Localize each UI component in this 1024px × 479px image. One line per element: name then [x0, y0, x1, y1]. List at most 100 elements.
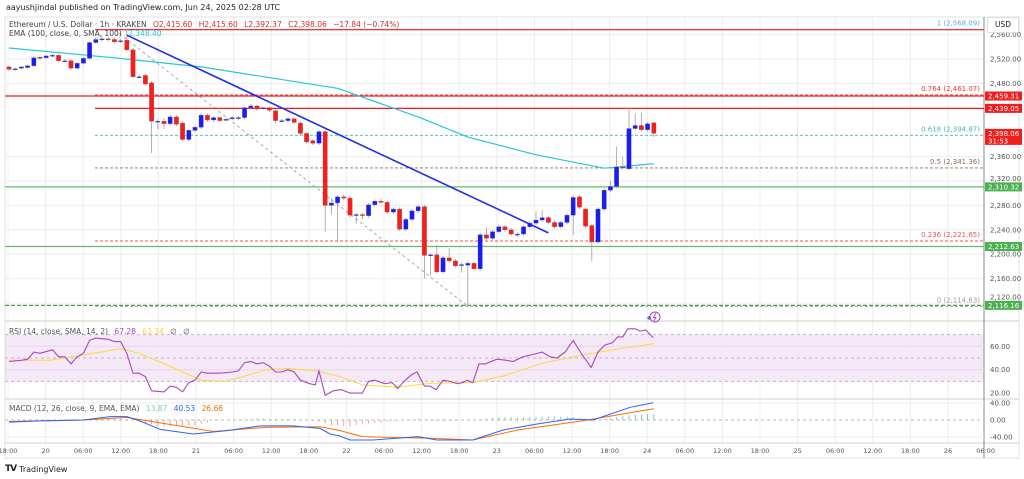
- candle[interactable]: [174, 116, 179, 125]
- candle[interactable]: [105, 38, 111, 41]
- candle[interactable]: [484, 234, 489, 239]
- bearish-trendline[interactable]: [126, 34, 549, 234]
- candle[interactable]: [341, 196, 347, 199]
- candle[interactable]: [118, 40, 123, 42]
- candle[interactable]: [112, 39, 117, 43]
- candle[interactable]: [87, 42, 92, 59]
- rsi-legend[interactable]: RSI (14, close, SMA, 14, 2) 67.28 62.34 …: [9, 327, 194, 336]
- candle[interactable]: [285, 118, 291, 121]
- candle[interactable]: [434, 254, 440, 273]
- candle[interactable]: [397, 208, 402, 230]
- candle[interactable]: [422, 206, 427, 256]
- candle[interactable]: [465, 263, 471, 266]
- candle[interactable]: [130, 49, 136, 77]
- candle[interactable]: [577, 196, 582, 208]
- candle[interactable]: [453, 260, 458, 266]
- candle[interactable]: [645, 123, 650, 130]
- candle[interactable]: [229, 117, 235, 119]
- macd-legend[interactable]: MACD (12, 26, close, 9, EMA, EMA) 13.87 …: [9, 404, 227, 413]
- candle[interactable]: [608, 186, 613, 191]
- candle[interactable]: [304, 133, 309, 143]
- candle[interactable]: [329, 202, 334, 206]
- candle[interactable]: [490, 231, 495, 239]
- candle[interactable]: [279, 120, 285, 122]
- candle[interactable]: [260, 107, 266, 109]
- candle[interactable]: [515, 233, 520, 236]
- candle[interactable]: [81, 58, 86, 64]
- candle[interactable]: [595, 208, 601, 243]
- tradingview-logo[interactable]: TV TradingView: [5, 464, 67, 474]
- candle[interactable]: [502, 226, 508, 230]
- candle[interactable]: [161, 121, 167, 124]
- candle[interactable]: [372, 200, 378, 205]
- candle[interactable]: [192, 127, 198, 131]
- candle[interactable]: [626, 128, 632, 169]
- candle[interactable]: [471, 263, 477, 269]
- candle[interactable]: [223, 119, 229, 121]
- candle[interactable]: [93, 39, 99, 43]
- candle[interactable]: [440, 257, 446, 273]
- candle[interactable]: [360, 214, 365, 216]
- candle[interactable]: [25, 65, 30, 68]
- candle[interactable]: [496, 226, 502, 232]
- candle[interactable]: [639, 125, 644, 130]
- candle[interactable]: [428, 254, 433, 256]
- candle[interactable]: [68, 60, 74, 69]
- candle[interactable]: [322, 131, 328, 206]
- candle[interactable]: [570, 197, 576, 216]
- candle[interactable]: [291, 118, 297, 123]
- candle[interactable]: [614, 166, 619, 187]
- lightning-icon[interactable]: [649, 311, 661, 323]
- candle[interactable]: [186, 130, 192, 140]
- currency-button[interactable]: USD: [987, 17, 1019, 33]
- candle[interactable]: [353, 214, 359, 216]
- candle[interactable]: [205, 114, 210, 121]
- candle[interactable]: [50, 55, 55, 57]
- symbol-name[interactable]: Ethereum / U.S. Dollar · 1h · KRAKEN: [9, 20, 147, 29]
- candle[interactable]: [533, 219, 539, 224]
- candle[interactable]: [384, 202, 390, 213]
- candle[interactable]: [564, 215, 570, 223]
- candle[interactable]: [508, 229, 514, 235]
- candle[interactable]: [601, 189, 607, 210]
- candle[interactable]: [446, 257, 452, 262]
- candle[interactable]: [552, 222, 557, 227]
- candle[interactable]: [211, 117, 216, 121]
- candle[interactable]: [415, 206, 421, 212]
- candle[interactable]: [149, 82, 154, 122]
- candle[interactable]: [632, 125, 638, 129]
- candle[interactable]: [248, 105, 254, 108]
- candle[interactable]: [409, 210, 415, 220]
- candle[interactable]: [335, 196, 340, 204]
- candle[interactable]: [378, 200, 384, 203]
- candle[interactable]: [37, 57, 43, 59]
- candle[interactable]: [136, 76, 142, 78]
- candle[interactable]: [31, 57, 37, 66]
- candle[interactable]: [124, 39, 130, 51]
- candle[interactable]: [539, 217, 545, 221]
- candle[interactable]: [43, 55, 49, 58]
- candle[interactable]: [143, 75, 148, 85]
- candle[interactable]: [298, 122, 303, 134]
- ema-legend[interactable]: EMA (100, close, 0, SMA, 100) 2,348.40: [9, 29, 166, 38]
- candle[interactable]: [651, 122, 657, 134]
- candle[interactable]: [167, 116, 173, 124]
- candle[interactable]: [589, 225, 595, 243]
- candle[interactable]: [391, 208, 396, 213]
- candle[interactable]: [583, 208, 588, 227]
- candle[interactable]: [155, 121, 161, 123]
- candle[interactable]: [620, 166, 626, 169]
- candle[interactable]: [273, 110, 278, 121]
- candle[interactable]: [316, 131, 322, 144]
- candle[interactable]: [99, 38, 105, 41]
- candle[interactable]: [217, 117, 223, 121]
- candle[interactable]: [347, 197, 353, 216]
- candle[interactable]: [459, 264, 464, 266]
- candle[interactable]: [242, 107, 247, 118]
- candle[interactable]: [477, 234, 483, 269]
- candle[interactable]: [62, 60, 68, 62]
- candle[interactable]: [403, 219, 409, 230]
- candle[interactable]: [310, 140, 316, 144]
- candle[interactable]: [521, 226, 526, 235]
